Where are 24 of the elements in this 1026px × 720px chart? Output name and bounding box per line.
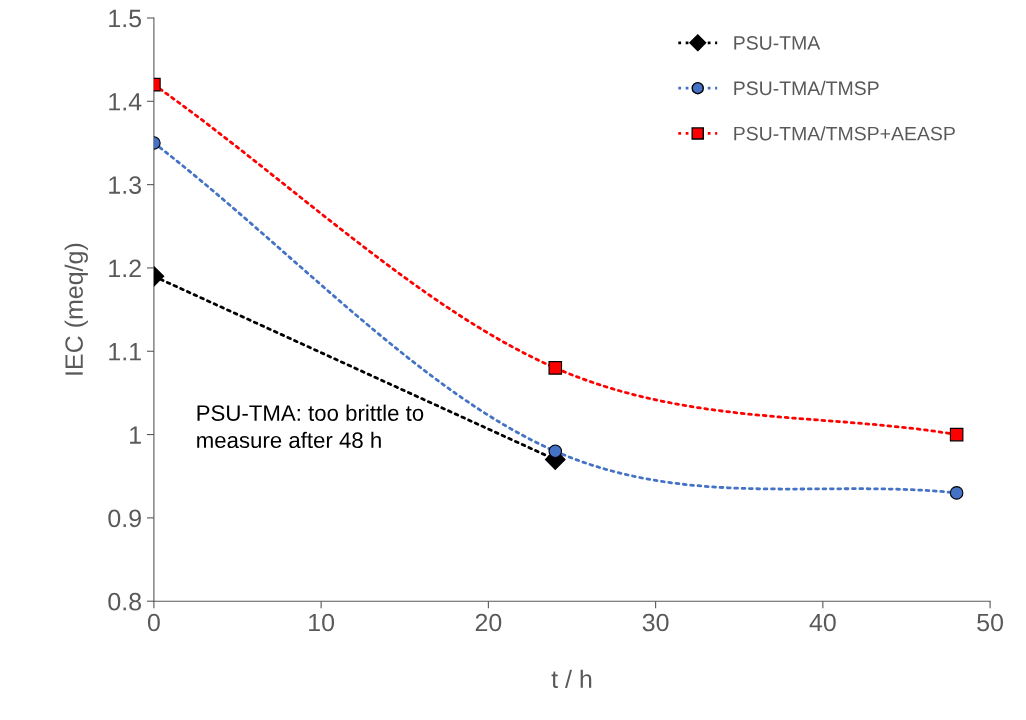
y-tick-label: 1.2 [109, 259, 141, 277]
y-tick-label: 0.8 [108, 592, 142, 611]
x-tick-label: 40 [809, 613, 836, 632]
y-tick-label: 1.1 [109, 343, 141, 361]
point [949, 427, 964, 442]
point [548, 361, 563, 375]
y-tick-label: 1 [130, 426, 141, 444]
point [548, 444, 563, 459]
y-tick-label: 0.9 [108, 509, 141, 528]
point [949, 486, 964, 500]
annotation: PSU-TMA: too brittle to measure after 48 h [197, 404, 424, 449]
legend-label: PSU-TMA/TMSP+AEASP [734, 126, 955, 141]
legend-label: PSU-TMA [734, 36, 821, 50]
x-tick-label: 50 [977, 613, 1004, 632]
x-axis-title: t / h [551, 669, 592, 689]
x-tick-label: 20 [475, 613, 502, 632]
y-tick-label: 1.5 [109, 9, 142, 28]
y-tick-label: 1.4 [109, 93, 142, 111]
x-tick-label: 0 [147, 613, 160, 632]
x-tick-label: 30 [642, 613, 669, 632]
legend-label: PSU-TMA/TMSP [734, 80, 879, 96]
x-tick-label: 10 [309, 613, 335, 632]
y-tick-label: 1.3 [109, 176, 141, 194]
y-axis-title: IEC (meq/g) [64, 243, 88, 375]
